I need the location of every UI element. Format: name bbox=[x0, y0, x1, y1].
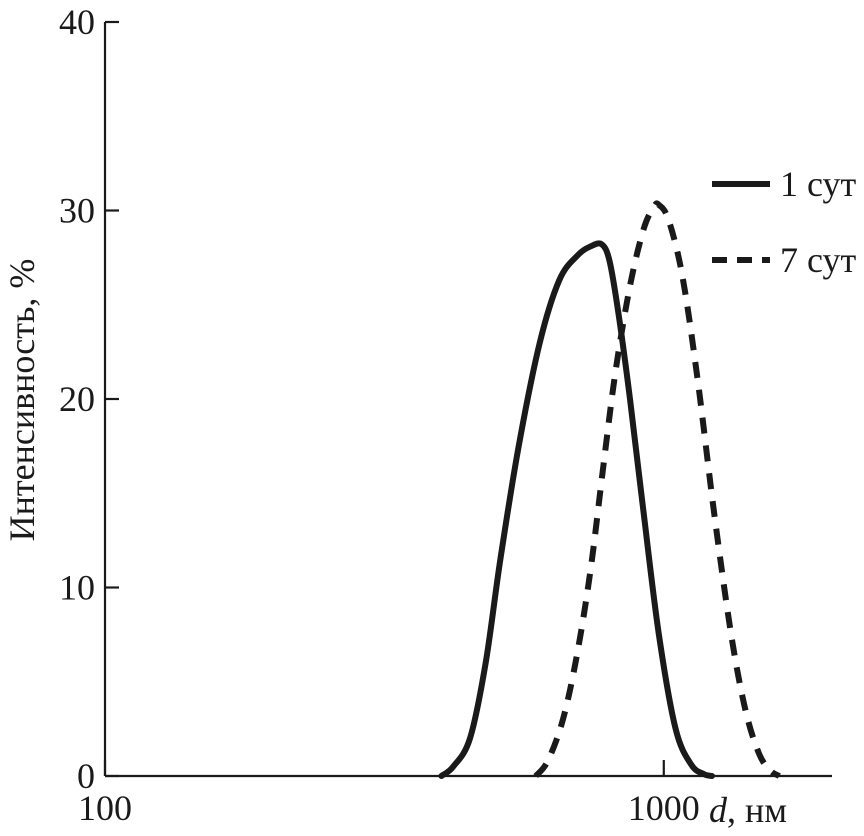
y-tick-label: 30 bbox=[59, 191, 95, 231]
x-tick-label: 1000 bbox=[628, 788, 700, 828]
legend-label-1: 1 сут bbox=[780, 164, 857, 204]
y-axis-title: Интенсивность, % bbox=[2, 259, 42, 542]
y-tick-label: 10 bbox=[59, 568, 95, 608]
series-line-1 bbox=[438, 240, 716, 779]
axes: 0 10 20 30 40 100 1000 bbox=[59, 2, 832, 828]
x-axis-title-symbol: d bbox=[709, 790, 728, 830]
series-layer bbox=[438, 200, 781, 779]
x-tick-label: 100 bbox=[78, 788, 132, 828]
y-tick-label: 40 bbox=[59, 2, 95, 42]
y-tick-label: 0 bbox=[77, 756, 95, 796]
series-line-2 bbox=[533, 200, 781, 779]
x-axis-title-unit: , нм bbox=[727, 790, 787, 830]
x-axis-title: d, нм bbox=[709, 790, 787, 830]
y-tick-label: 20 bbox=[59, 379, 95, 419]
legend-label-2: 7 сут bbox=[780, 240, 857, 280]
legend: 1 сут 7 сут bbox=[712, 164, 857, 280]
